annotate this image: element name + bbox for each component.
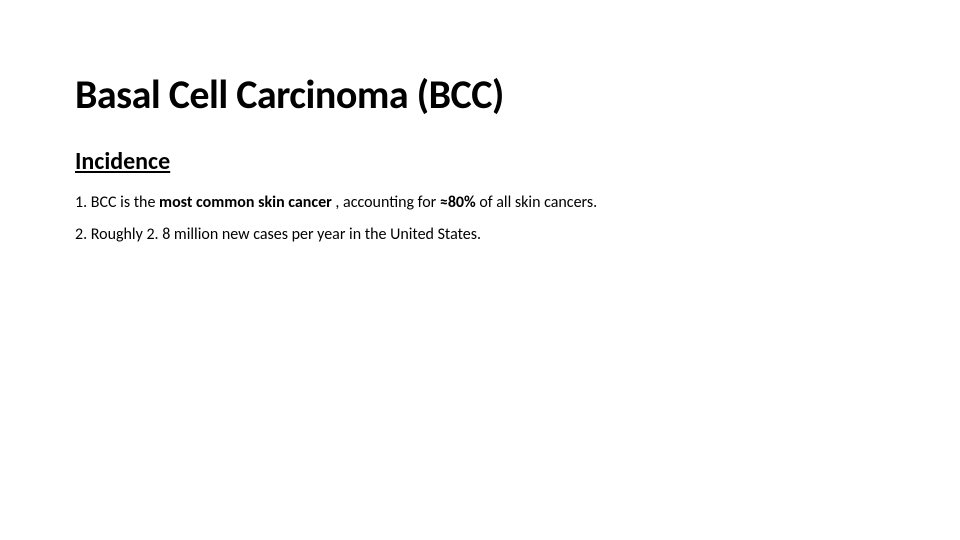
bullet-1-bold-pct: ≈80%	[440, 193, 479, 212]
bullet-1-text-a: BCC is the	[91, 193, 159, 212]
bullet-1: 1. BCC is the most common skin cancer , …	[75, 190, 885, 216]
page-title: Basal Cell Carcinoma (BCC)	[75, 70, 885, 119]
bullet-1-number: 1.	[75, 193, 91, 212]
bullet-1-text-c: , accounting for	[335, 193, 439, 212]
bullet-1-bold-common: most common skin cancer	[159, 193, 335, 212]
bullet-2: 2. Roughly 2. 8 million new cases per ye…	[75, 222, 885, 248]
bullet-1-text-e: of all skin cancers.	[479, 193, 597, 212]
slide: Basal Cell Carcinoma (BCC) Incidence 1. …	[0, 0, 960, 540]
section-heading-incidence: Incidence	[75, 147, 885, 176]
